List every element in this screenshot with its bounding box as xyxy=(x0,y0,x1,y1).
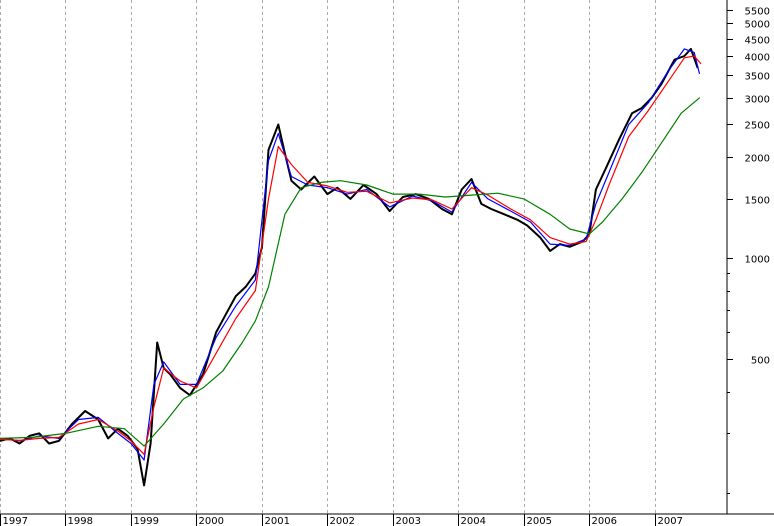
y-tick-label: 500 xyxy=(751,356,770,367)
x-tick-label: 2002 xyxy=(330,516,355,526)
grid-lines xyxy=(0,0,656,514)
x-tick-label: 2001 xyxy=(265,516,290,526)
y-tick-label: 3500 xyxy=(745,72,770,83)
x-tick-label: 1997 xyxy=(3,516,28,526)
x-axis: 1997 1998 1999 2000 2001 2002 2003 2004 2005 2006… xyxy=(0,514,683,526)
y-tick-label: 4000 xyxy=(745,53,770,64)
y-tick-label: 1000 xyxy=(745,255,770,266)
x-tick-label: 1999 xyxy=(134,516,159,526)
series-line-2 xyxy=(0,48,701,461)
x-tick-label: 1998 xyxy=(68,516,93,526)
y-tick-label: 4500 xyxy=(745,36,770,47)
y-tick-label: 5000 xyxy=(745,20,770,31)
y-tick-label: 1500 xyxy=(745,196,770,207)
y-axis: 5500 5000 4500 4000 3500 3000 2500 2000 1500 1000… xyxy=(727,7,770,494)
y-tick-label: 2000 xyxy=(745,154,770,165)
x-tick-label: 2007 xyxy=(658,516,683,526)
y-tick-label: 2500 xyxy=(745,121,770,132)
x-tick-label: 2004 xyxy=(461,516,486,526)
series-line-3 xyxy=(0,55,702,455)
x-tick-label: 2003 xyxy=(396,516,421,526)
x-tick-label: 2006 xyxy=(592,516,617,526)
y-tick-label: 3000 xyxy=(745,95,770,106)
y-tick-label: 5500 xyxy=(745,7,770,18)
x-tick-label: 2005 xyxy=(527,516,552,526)
series-lines xyxy=(0,47,702,487)
x-tick-label: 2000 xyxy=(199,516,224,526)
series-line-4 xyxy=(0,97,701,447)
